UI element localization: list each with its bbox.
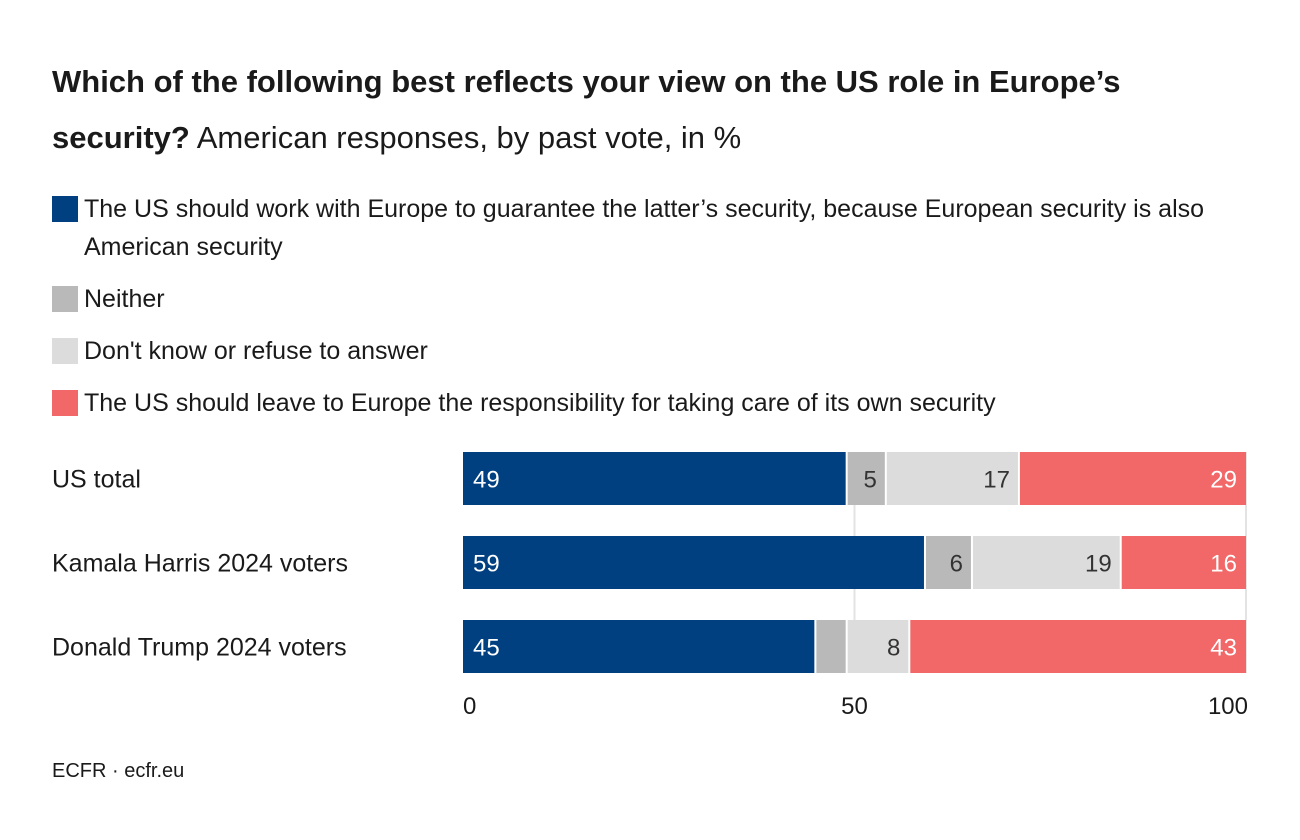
data-label: 19	[1085, 551, 1112, 578]
legend-item: Neither	[52, 280, 1262, 318]
data-label: 29	[1210, 467, 1237, 494]
data-label: 17	[983, 467, 1010, 494]
legend-swatch	[52, 390, 78, 416]
bar-segment	[925, 536, 971, 589]
data-label: 45	[473, 635, 500, 662]
data-label: 43	[1210, 635, 1237, 662]
legend: The US should work with Europe to guaran…	[52, 190, 1262, 436]
data-label: 49	[473, 467, 500, 494]
bar-segment	[1121, 536, 1246, 589]
legend-label: The US should work with Europe to guaran…	[84, 195, 1205, 261]
data-label: 6	[950, 551, 963, 578]
bar-segment	[847, 620, 909, 673]
data-label: 8	[887, 635, 900, 662]
legend-label: Don't know or refuse to answer	[84, 337, 428, 365]
bar-segment	[847, 452, 885, 505]
bar-segment	[463, 536, 924, 589]
legend-label: Neither	[84, 285, 165, 313]
title-bold: Which of the following best reflects you…	[52, 64, 1121, 155]
data-label: 5	[863, 467, 876, 494]
x-tick-label: 50	[841, 693, 868, 720]
data-label: 59	[473, 551, 500, 578]
bar-segment	[972, 536, 1120, 589]
legend-item: Don't know or refuse to answer	[52, 332, 1262, 370]
legend-item: The US should work with Europe to guaran…	[52, 190, 1262, 266]
x-tick-label: 100	[1208, 693, 1248, 720]
bar-segment	[463, 620, 815, 673]
category-label: US total	[52, 466, 141, 494]
bar-segment	[1019, 452, 1246, 505]
category-label: Kamala Harris 2024 voters	[52, 550, 348, 578]
bar-segment	[910, 620, 1246, 673]
legend-label: The US should leave to Europe the respon…	[84, 389, 996, 417]
legend-item: The US should leave to Europe the respon…	[52, 384, 1262, 422]
legend-swatch	[52, 196, 78, 222]
category-label: Donald Trump 2024 voters	[52, 634, 347, 662]
title-subtitle: American responses, by past vote, in %	[189, 120, 742, 155]
source-note: ECFR · ecfr.eu	[52, 760, 185, 782]
bar-segment	[816, 620, 846, 673]
legend-swatch	[52, 338, 78, 364]
bar-segment	[463, 452, 846, 505]
bar-segment	[886, 452, 1018, 505]
x-tick-label: 0	[463, 693, 476, 720]
data-label: 16	[1210, 551, 1237, 578]
chart-title: Which of the following best reflects you…	[52, 54, 1252, 166]
legend-swatch	[52, 286, 78, 312]
